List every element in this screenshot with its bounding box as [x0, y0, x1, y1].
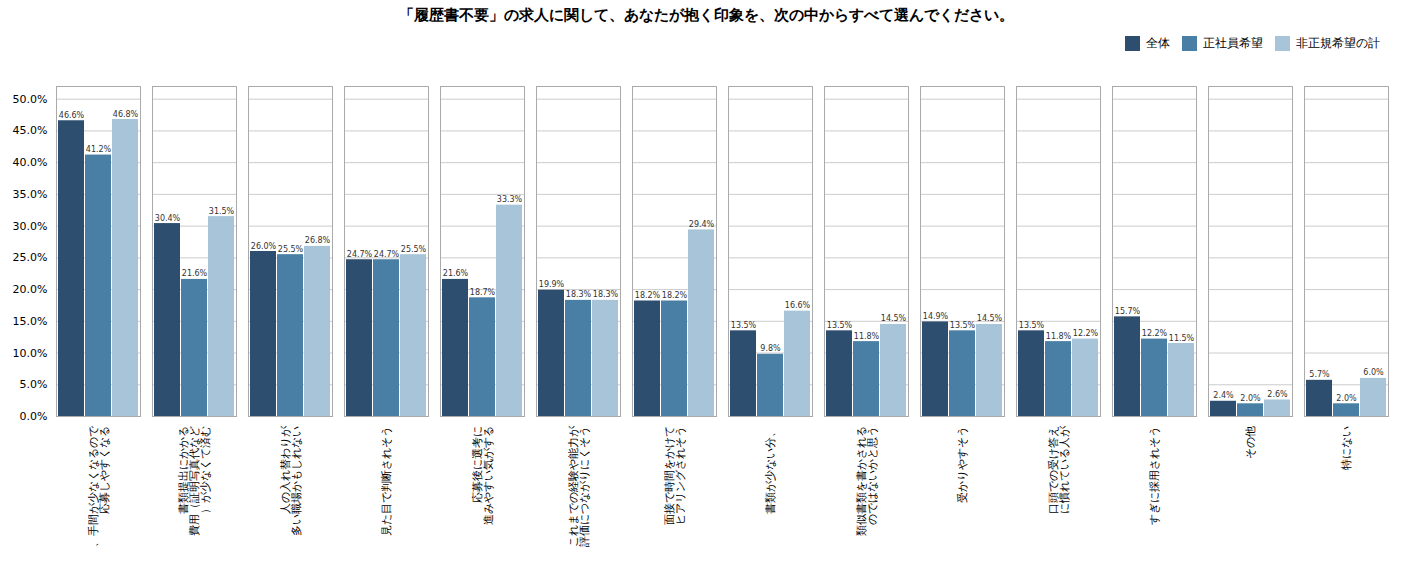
svg-text:、手間が少なくなるので応募しやすくなる: 、手間が少なくなるので応募しやすくなる: [87, 425, 111, 547]
svg-text:18.3%: 18.3%: [566, 290, 592, 299]
svg-text:特にない: 特にない: [1340, 426, 1353, 470]
svg-text:25.0%: 25.0%: [13, 251, 48, 264]
svg-text:46.6%: 46.6%: [59, 111, 85, 120]
html-text:正社員希望: 正社員希望: [1203, 36, 1263, 50]
svg-text:2.0%: 2.0%: [1240, 394, 1261, 403]
svg-text:12.2%: 12.2%: [1073, 329, 1099, 338]
svg-text:13.5%: 13.5%: [731, 321, 757, 330]
svg-text:13.5%: 13.5%: [827, 321, 853, 330]
svg-text:2.6%: 2.6%: [1267, 390, 1288, 399]
svg-text:18.7%: 18.7%: [470, 288, 496, 297]
svg-text:13.5%: 13.5%: [1019, 321, 1045, 330]
svg-text:18.2%: 18.2%: [662, 291, 688, 300]
svg-text:20.0%: 20.0%: [13, 283, 48, 296]
svg-text:30.4%: 30.4%: [155, 214, 181, 223]
svg-text:その他: その他: [1244, 426, 1257, 459]
svg-text:24.7%: 24.7%: [347, 250, 373, 259]
svg-text:33.3%: 33.3%: [497, 195, 523, 204]
svg-text:15.0%: 15.0%: [13, 315, 48, 328]
svg-text:25.5%: 25.5%: [401, 245, 427, 254]
svg-text:9.8%: 9.8%: [760, 344, 781, 353]
svg-text:11.5%: 11.5%: [1169, 334, 1195, 343]
svg-text:0.0%: 0.0%: [20, 410, 48, 423]
svg-text:応募後に選考に進みやすい気がする: 応募後に選考に進みやすい気がする: [471, 426, 495, 525]
svg-text:すぎに採用されそう: すぎに採用されそう: [1148, 426, 1161, 525]
svg-text:面接で時間をかけてヒアリングされそう: 面接で時間をかけてヒアリングされそう: [663, 426, 687, 525]
svg-text:13.5%: 13.5%: [950, 321, 976, 330]
html-text:非正規希望の計: 非正規希望の計: [1296, 36, 1380, 50]
svg-text:21.6%: 21.6%: [182, 269, 208, 278]
svg-text:18.3%: 18.3%: [593, 290, 619, 299]
svg-text:人の入れ替わりが多い職場かもしれない: 人の入れ替わりが多い職場かもしれない: [279, 425, 303, 536]
svg-text:46.8%: 46.8%: [113, 110, 139, 119]
svg-text:19.9%: 19.9%: [539, 280, 565, 289]
svg-text:26.8%: 26.8%: [305, 236, 331, 245]
html-text:全体: 全体: [1146, 36, 1170, 50]
svg-text:24.7%: 24.7%: [374, 250, 400, 259]
svg-text:21.6%: 21.6%: [443, 269, 469, 278]
svg-text:11.8%: 11.8%: [1046, 332, 1072, 341]
svg-text:50.0%: 50.0%: [13, 93, 48, 106]
svg-text:10.0%: 10.0%: [13, 347, 48, 360]
svg-text:11.8%: 11.8%: [854, 332, 880, 341]
svg-text:これまでの経験や能力が評価につながりにくそう: これまでの経験や能力が評価につながりにくそう: [567, 425, 591, 547]
svg-text:5.0%: 5.0%: [20, 378, 48, 391]
svg-text:見た目で判断されそう: 見た目で判断されそう: [380, 426, 393, 536]
svg-text:16.6%: 16.6%: [785, 301, 811, 310]
svg-text:2.0%: 2.0%: [1336, 394, 1357, 403]
svg-text:31.5%: 31.5%: [209, 207, 235, 216]
svg-text:14.5%: 14.5%: [977, 314, 1003, 323]
svg-text:2.4%: 2.4%: [1213, 391, 1234, 400]
svg-text:受かりやすそう: 受かりやすそう: [956, 426, 969, 503]
svg-text:15.7%: 15.7%: [1115, 307, 1141, 316]
svg-text:書類提出にかかる費用（証明写真代など）が少なくて済む: 書類提出にかかる費用（証明写真代など）が少なくて済む: [177, 426, 212, 536]
svg-text:18.2%: 18.2%: [635, 291, 661, 300]
svg-text:41.2%: 41.2%: [86, 145, 112, 154]
svg-text:30.0%: 30.0%: [13, 220, 48, 233]
svg-text:29.4%: 29.4%: [689, 220, 715, 229]
svg-text:書類が少ない分、: 書類が少ない分、: [764, 426, 777, 514]
svg-text:6.0%: 6.0%: [1363, 368, 1384, 377]
svg-text:口頭での受け答えに慣れている人が: 口頭での受け答えに慣れている人が: [1047, 425, 1071, 514]
svg-text:12.2%: 12.2%: [1142, 329, 1168, 338]
svg-text:5.7%: 5.7%: [1309, 370, 1330, 379]
svg-text:40.0%: 40.0%: [13, 156, 48, 169]
html-text:「履歴書不要」の求人に関して、あなたが抱く印象を、次の中から: 「履歴書不要」の求人に関して、あなたが抱く印象を、次の中からすべて選んでください…: [398, 6, 1014, 24]
svg-text:14.9%: 14.9%: [923, 312, 949, 321]
svg-text:45.0%: 45.0%: [13, 124, 48, 137]
svg-text:25.5%: 25.5%: [278, 245, 304, 254]
svg-text:類似書類を書かされるのではないかと思う: 類似書類を書かされるのではないかと思う: [855, 426, 879, 536]
svg-text:35.0%: 35.0%: [13, 188, 48, 201]
svg-text:26.0%: 26.0%: [251, 242, 277, 251]
svg-text:14.5%: 14.5%: [881, 314, 907, 323]
